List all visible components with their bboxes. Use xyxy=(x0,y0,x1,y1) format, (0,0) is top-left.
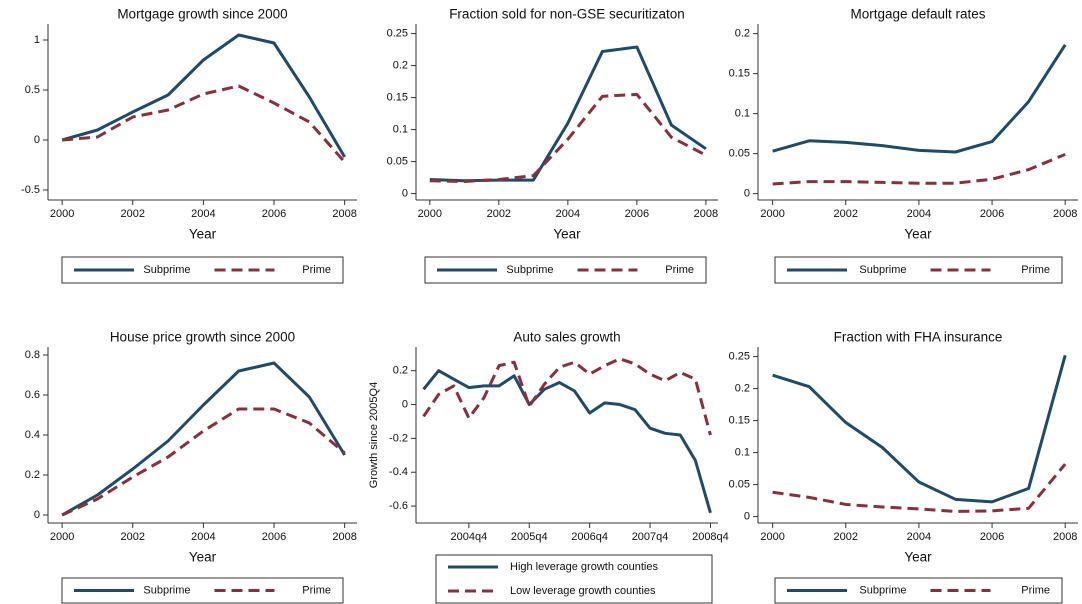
x-tick-label: 2004 xyxy=(907,531,931,543)
y-tick-label: 0.25 xyxy=(387,28,408,40)
series-line xyxy=(62,84,346,163)
x-tick-label: 2002 xyxy=(834,531,858,543)
x-tick-label: 2008q4 xyxy=(692,531,729,543)
x-tick-label: 2007q4 xyxy=(632,531,669,543)
series-line xyxy=(61,33,346,158)
legend-label: Subprime xyxy=(506,264,553,276)
legend-label: Low leverage growth counties xyxy=(510,585,656,597)
x-tick-label: 2004 xyxy=(191,531,215,543)
y-tick-label: 0.05 xyxy=(729,148,750,160)
y-tick-label: 0.1 xyxy=(735,108,750,120)
y-tick-label: 0.25 xyxy=(729,351,750,363)
y-tick-label: -0.4 xyxy=(389,466,408,478)
x-tick-label: 2008 xyxy=(694,208,718,220)
y-tick-label: 0.2 xyxy=(735,383,750,395)
y-axis-title: Growth since 2005Q4 xyxy=(368,382,380,488)
x-tick-label: 2008 xyxy=(332,208,356,220)
x-tick-label: 2000 xyxy=(50,531,74,543)
x-tick-label: 2006 xyxy=(262,531,286,543)
x-tick-label: 2000 xyxy=(418,208,442,220)
x-axis-title: Year xyxy=(189,550,217,565)
series-line xyxy=(429,92,707,183)
y-tick-label: 0.1 xyxy=(393,124,408,136)
x-tick-label: 2002 xyxy=(487,208,511,220)
y-tick-label: 0.2 xyxy=(735,28,750,40)
x-tick-label: 2006 xyxy=(262,208,286,220)
x-tick-label: 2000 xyxy=(50,208,74,220)
series-line xyxy=(772,354,1067,504)
x-tick-label: 2008 xyxy=(1053,531,1077,543)
x-tick-label: 2000 xyxy=(760,531,784,543)
y-tick-label: 0 xyxy=(34,134,40,146)
series-line xyxy=(429,45,707,183)
x-tick-label: 2004 xyxy=(556,208,580,220)
y-tick-label: 0 xyxy=(402,398,408,410)
y-tick-label: 0.2 xyxy=(393,60,408,72)
legend-label: Prime xyxy=(1021,264,1050,276)
x-tick-label: 2002 xyxy=(121,531,145,543)
x-tick-label: 2005q4 xyxy=(511,531,548,543)
x-tick-label: 2002 xyxy=(121,208,145,220)
chart-title: House price growth since 2000 xyxy=(110,330,295,345)
series-line xyxy=(422,357,712,436)
chart-title: Fraction sold for non-GSE securitizaton xyxy=(449,7,685,22)
legend-label: Prime xyxy=(302,584,331,596)
x-axis-title: Year xyxy=(904,550,932,565)
y-tick-label: 0.4 xyxy=(25,429,40,441)
legend-label: High leverage growth counties xyxy=(510,561,658,573)
series-line xyxy=(772,43,1067,154)
legend-label: Subprime xyxy=(859,584,906,596)
y-tick-label: 0.2 xyxy=(393,365,408,377)
x-tick-label: 2006q4 xyxy=(571,531,608,543)
y-tick-label: 0.15 xyxy=(387,92,408,104)
legend-label: Prime xyxy=(302,264,331,276)
series-line xyxy=(772,153,1066,186)
series-line xyxy=(772,463,1067,513)
x-axis-title: Year xyxy=(553,227,581,242)
y-tick-label: 0 xyxy=(402,188,408,200)
y-tick-label: 0.8 xyxy=(25,349,40,361)
y-tick-label: 0 xyxy=(34,509,40,521)
x-axis-title: Year xyxy=(904,227,932,242)
x-tick-label: 2004 xyxy=(907,208,931,220)
y-tick-label: 0.15 xyxy=(729,68,750,80)
chart-title: Mortgage default rates xyxy=(850,7,985,22)
legend-label: Subprime xyxy=(859,264,906,276)
y-tick-label: 0.1 xyxy=(735,447,750,459)
x-tick-label: 2004 xyxy=(191,208,215,220)
x-tick-label: 2006 xyxy=(980,531,1004,543)
y-tick-label: 0.5 xyxy=(25,84,40,96)
y-tick-label: 0.15 xyxy=(729,415,750,427)
legend-label: Subprime xyxy=(143,584,190,596)
series-line xyxy=(422,369,712,514)
chart-title: Mortgage growth since 2000 xyxy=(117,7,287,22)
y-tick-label: 0.05 xyxy=(729,479,750,491)
legend-label: Subprime xyxy=(143,264,190,276)
y-tick-label: -0.5 xyxy=(21,184,40,196)
x-tick-label: 2008 xyxy=(332,531,356,543)
x-tick-label: 2002 xyxy=(834,208,858,220)
y-tick-label: -0.6 xyxy=(389,500,408,512)
y-tick-label: 0.05 xyxy=(387,156,408,168)
y-tick-label: -0.2 xyxy=(389,432,408,444)
series-line xyxy=(61,361,346,517)
y-tick-label: 0.6 xyxy=(25,389,40,401)
series-line xyxy=(61,407,346,517)
legend-label: Prime xyxy=(1021,584,1050,596)
x-tick-label: 2008 xyxy=(1053,208,1077,220)
y-tick-label: 0 xyxy=(744,188,750,200)
chart-title: Auto sales growth xyxy=(513,330,620,345)
chart-title: Fraction with FHA insurance xyxy=(834,330,1003,345)
legend-label: Prime xyxy=(665,264,694,276)
x-tick-label: 2000 xyxy=(760,208,784,220)
x-axis-title: Year xyxy=(189,227,217,242)
x-tick-label: 2006 xyxy=(625,208,649,220)
y-tick-label: 0.2 xyxy=(25,469,40,481)
y-tick-label: 0 xyxy=(744,511,750,523)
x-tick-label: 2004q4 xyxy=(450,531,487,543)
x-tick-label: 2006 xyxy=(980,208,1004,220)
y-tick-label: 1 xyxy=(34,34,40,46)
legend-box xyxy=(435,554,713,604)
